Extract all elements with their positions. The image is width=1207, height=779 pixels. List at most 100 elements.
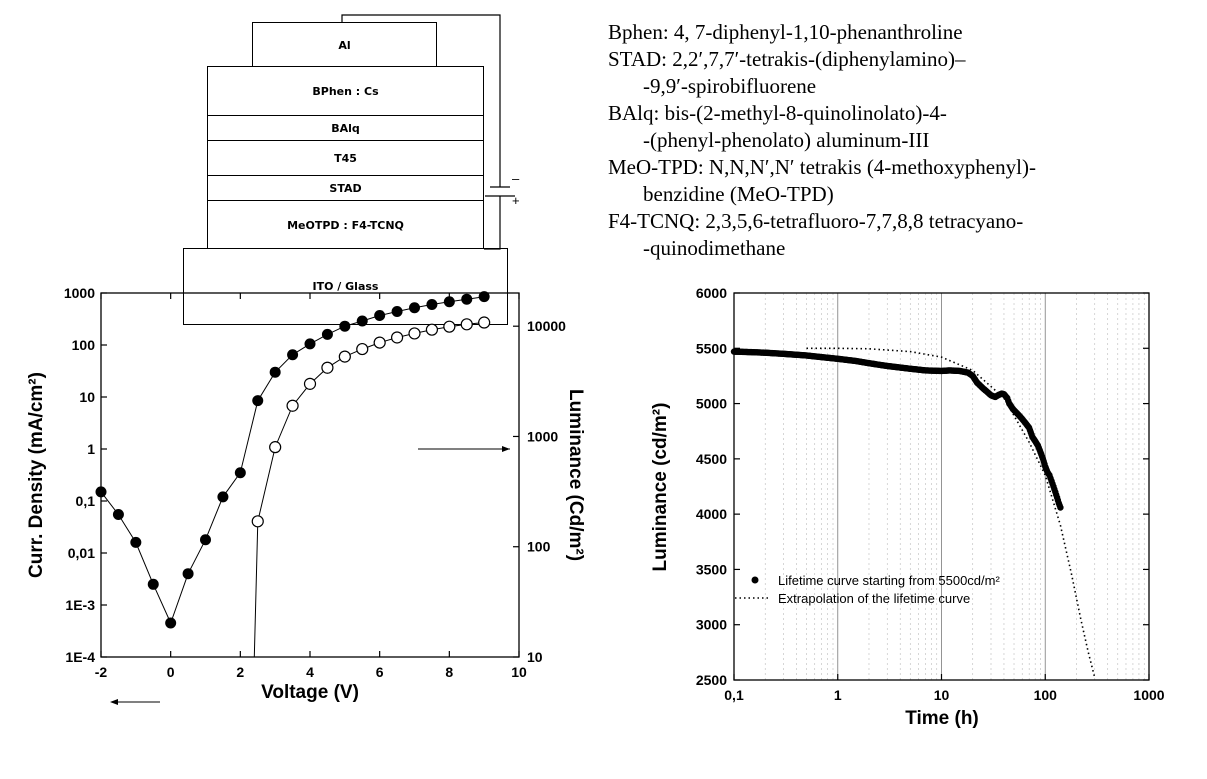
lifetime-x-tick-label: 0,1 [724,687,744,703]
jvl-y-tick-label: 1 [87,441,95,457]
jvl-series-2-point [425,323,439,336]
jvl-x-tick-label: 4 [306,664,314,680]
jvl-x-tick-label: 10 [511,664,527,680]
jvl-series-2-point [286,399,299,412]
legend-line-meotpd: MeO-TPD: N,N,N′,N′ tetrakis (4-methoxyph… [608,155,1036,179]
lifetime-x-label: Time (h) [905,708,979,729]
lifetime-legend: Lifetime curve starting from 5500cd/m² E… [735,573,1000,606]
jvl-series-1-point [234,467,246,479]
jvl-y2-tick-label: 1000 [527,428,558,444]
jvl-series-2-point [338,350,351,363]
jvl-series-2-point [373,336,386,349]
jvl-series-2-point [460,318,473,331]
jvl-x-tick-label: 6 [376,664,384,680]
jvl-chart: -2 0 2 4 6 8 10 1E-4 1E-3 0,01 0,1 1 10 100 1000 10 100 1… [26,285,586,705]
legend-line-stad-cont: -9,9′-spirobifluorene [643,74,817,98]
jvl-series-1-point [269,366,281,378]
jvl-series-1-point [443,296,455,308]
jvl-x-tick-label: 8 [445,664,453,680]
layer-meotpd-label: MeOTPD : F4-TCNQ [287,218,404,232]
lifetime-x-tick-label: 10 [934,687,950,703]
lifetime-y-tick-label: 5500 [696,340,727,356]
jvl-series-1-point [130,536,142,548]
jvl-series-1-point [356,315,368,327]
jvl-y-tick-label: 1E-3 [65,597,95,613]
jvl-series-2-point [321,361,334,374]
battery-plus: + [512,193,520,208]
lifetime-y-tick-label: 6000 [696,285,727,301]
jvl-series-2-line [253,322,485,658]
lifetime-y-tick-label: 5000 [696,396,727,412]
jvl-arrowhead-left [110,699,118,705]
jvl-series-1-point [391,306,403,318]
layer-balq-label: BAlq [331,122,360,135]
jvl-arrowhead-right [502,446,510,452]
jvl-y2-tick-label: 10000 [527,318,566,334]
jvl-y2-tick-label: 100 [527,539,551,555]
lifetime-y-tick-label: 3500 [696,561,727,577]
jvl-series-1-point [304,338,316,350]
jvl-series-1-point [95,486,107,498]
legend-marker-filled [751,576,759,584]
jvl-series-2-point [356,342,369,356]
jvl-x-tick-label: 2 [236,664,244,680]
jvl-series-1-point [374,309,386,321]
jvl-y-tick-label: 100 [72,337,96,353]
layer-ito-label: ITO / Glass [312,280,379,293]
jvl-series-1-point [478,291,490,303]
jvl-series-2-point [443,320,456,333]
jvl-series-1-point [147,578,159,590]
lifetime-data-point [1057,504,1064,511]
layer-al-label: Al [338,38,351,52]
layer-stad: STAD [207,175,484,202]
jvl-series-1-point [287,349,299,361]
layer-al: Al [252,22,437,68]
jvl-series-1-point [409,302,420,314]
lifetime-x-tick-label: 100 [1034,687,1058,703]
legend-line-stad: STAD: 2,2′,7,7′-tetrakis-(diphenylamino)… [608,47,966,71]
battery-minus: – [512,171,520,186]
layer-balq: BAlq [207,115,484,142]
jvl-y-tick-label: 0,1 [76,493,96,509]
jvl-y2-tick-label: 10 [527,649,543,665]
lifetime-y-tick-label: 4500 [696,451,727,467]
jvl-y-label: Curr. Density (mA/cm²) [26,372,47,578]
circuit-wire [341,14,515,250]
jvl-series-1-point [339,320,351,332]
jvl-series-2-point [478,316,491,329]
jvl-series-1-line [100,296,485,625]
legend-line-balq: BAlq: bis-(2-methyl-8-quinolinolato)-4- [608,101,947,125]
jvl-y-tick-label: 10 [79,389,95,405]
lifetime-chart: 0,1 1 10 100 1000 2500 3000 3500 4000 4500 5000 550… [650,285,1165,729]
legend-series-2-label: Extrapolation of the lifetime curve [778,591,970,606]
lifetime-y-label: Luminance (cd/m²) [650,403,671,572]
jvl-y-tick-label: 1000 [64,285,95,301]
jvl-series-1-point [182,568,194,580]
jvl-y2-label: Luminance (Cd/m²) [565,389,586,561]
legend-series-1-label: Lifetime curve starting from 5500cd/m² [778,573,1000,588]
legend-line-f4tcnq: F4-TCNQ: 2,3,5,6-tetrafluoro-7,7,8,8 tet… [608,209,1024,233]
jvl-series-1-point [200,534,211,546]
jvl-series-1-point [252,395,264,407]
jvl-series-1-point [461,293,473,305]
lifetime-extrapolation-line [806,347,1096,678]
layer-meotpd-f4tcnq: MeOTPD : F4-TCNQ [207,200,484,250]
legend-line-bphen: Bphen: 4, 7-diphenyl-1,10-phenanthroline [608,20,963,44]
jvl-series-1-point [165,617,177,629]
lifetime-x-tick-label: 1000 [1133,687,1164,703]
jvl-x-tick-label: 0 [167,664,175,680]
jvl-series-2-point [408,327,421,340]
layer-stad-label: STAD [329,182,362,195]
jvl-x-label: Voltage (V) [261,682,359,703]
jvl-series-2-point [390,331,404,344]
jvl-series-1-point [112,509,124,521]
legend-line-f4tcnq-cont: -quinodimethane [643,236,786,260]
jvl-x-tick-label: -2 [95,664,108,680]
lifetime-y-tick-label: 4000 [696,506,727,522]
jvl-series-2-point [303,377,317,390]
legend-line-balq-cont: -(phenyl-phenolato) aluminum-III [643,128,930,152]
lifetime-x-tick-label: 1 [834,687,842,703]
jvl-series-1-point [426,299,438,311]
lifetime-y-tick-label: 2500 [696,672,727,688]
jvl-series-1-point [217,491,229,503]
